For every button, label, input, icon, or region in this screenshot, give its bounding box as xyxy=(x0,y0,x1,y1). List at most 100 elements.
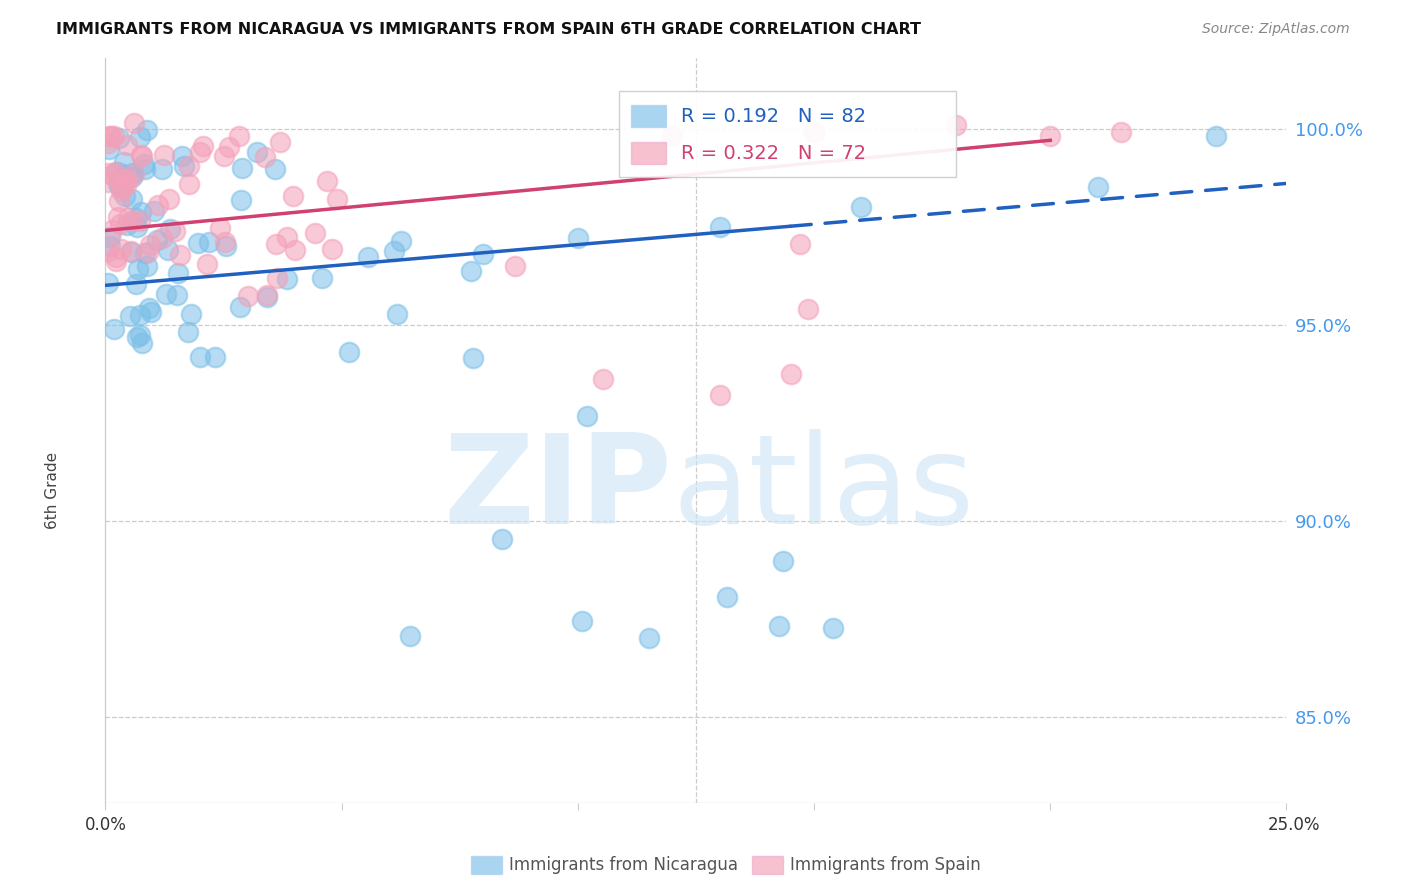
Point xyxy=(157,193,180,207)
Point xyxy=(97,174,120,188)
Point xyxy=(122,116,145,130)
Point xyxy=(120,244,142,259)
Point xyxy=(382,244,405,258)
Point xyxy=(115,178,138,192)
Point xyxy=(803,125,825,139)
Point xyxy=(197,235,219,250)
Point xyxy=(173,159,195,173)
Point xyxy=(218,140,240,154)
Point xyxy=(100,129,122,144)
Point xyxy=(179,160,201,174)
Point xyxy=(97,136,120,150)
Point xyxy=(592,372,614,386)
Point xyxy=(131,149,153,163)
Point xyxy=(1109,125,1132,139)
Point xyxy=(215,239,238,253)
Point xyxy=(103,128,125,143)
Point xyxy=(389,234,412,248)
Point xyxy=(576,409,599,424)
Point xyxy=(121,170,143,185)
Point xyxy=(1087,180,1109,194)
Point xyxy=(97,166,120,180)
Point xyxy=(264,162,287,177)
Point xyxy=(821,621,844,635)
Point xyxy=(321,243,343,257)
Point xyxy=(304,227,326,241)
Point xyxy=(276,229,298,244)
Point xyxy=(169,248,191,262)
Point xyxy=(177,325,200,339)
Point xyxy=(131,335,153,350)
Point xyxy=(110,184,132,198)
Point xyxy=(138,301,160,315)
Point xyxy=(254,150,277,164)
Point xyxy=(129,213,152,227)
Point xyxy=(357,250,380,264)
Point xyxy=(105,165,128,179)
Point xyxy=(107,210,129,224)
Point xyxy=(112,180,135,194)
Text: R = 0.322   N = 72: R = 0.322 N = 72 xyxy=(681,144,866,163)
Point xyxy=(316,174,339,188)
Point xyxy=(100,168,122,182)
Text: IMMIGRANTS FROM NICARAGUA VS IMMIGRANTS FROM SPAIN 6TH GRADE CORRELATION CHART: IMMIGRANTS FROM NICARAGUA VS IMMIGRANTS … xyxy=(56,22,921,37)
Text: 6th Grade: 6th Grade xyxy=(45,451,60,529)
Point xyxy=(153,148,176,162)
FancyBboxPatch shape xyxy=(631,142,666,164)
Point xyxy=(136,259,159,273)
Point xyxy=(120,309,142,323)
Point xyxy=(276,272,298,286)
Point xyxy=(108,131,131,145)
Point xyxy=(269,135,291,149)
Text: R = 0.192   N = 82: R = 0.192 N = 82 xyxy=(681,106,866,126)
Point xyxy=(266,271,288,285)
Point xyxy=(155,286,177,301)
Point xyxy=(125,277,148,291)
Point xyxy=(228,128,250,143)
Point xyxy=(129,148,152,162)
Point xyxy=(136,123,159,137)
Point xyxy=(166,288,188,302)
Point xyxy=(98,239,121,253)
Point xyxy=(472,247,495,261)
Point xyxy=(387,307,409,321)
FancyBboxPatch shape xyxy=(631,105,666,128)
Point xyxy=(190,145,212,159)
Point xyxy=(212,149,235,163)
Point xyxy=(127,261,149,276)
Point xyxy=(180,307,202,321)
Point xyxy=(97,244,120,258)
Point xyxy=(311,271,333,285)
Point xyxy=(191,138,214,153)
Point xyxy=(107,194,129,209)
Text: 0.0%: 0.0% xyxy=(84,816,127,834)
Point xyxy=(120,244,142,259)
Point xyxy=(148,197,170,211)
Point xyxy=(104,165,127,179)
Point xyxy=(112,155,135,169)
Point xyxy=(134,246,156,260)
Point xyxy=(104,251,127,265)
Point xyxy=(115,137,138,152)
Point xyxy=(125,330,148,344)
Point xyxy=(124,168,146,182)
Point xyxy=(98,230,121,244)
Point xyxy=(128,328,150,343)
Point xyxy=(121,214,143,228)
Point xyxy=(128,130,150,145)
Point xyxy=(236,289,259,303)
Point xyxy=(851,200,873,214)
Point xyxy=(1039,129,1062,144)
Point xyxy=(101,223,124,237)
Point xyxy=(637,631,659,645)
Point xyxy=(110,217,132,231)
Point xyxy=(231,161,253,176)
Point xyxy=(159,222,181,236)
Point xyxy=(98,142,121,156)
Point xyxy=(97,277,120,291)
Point xyxy=(129,205,152,219)
Point xyxy=(229,300,252,314)
Point xyxy=(780,367,803,381)
Point xyxy=(121,166,143,180)
Point xyxy=(768,619,790,633)
